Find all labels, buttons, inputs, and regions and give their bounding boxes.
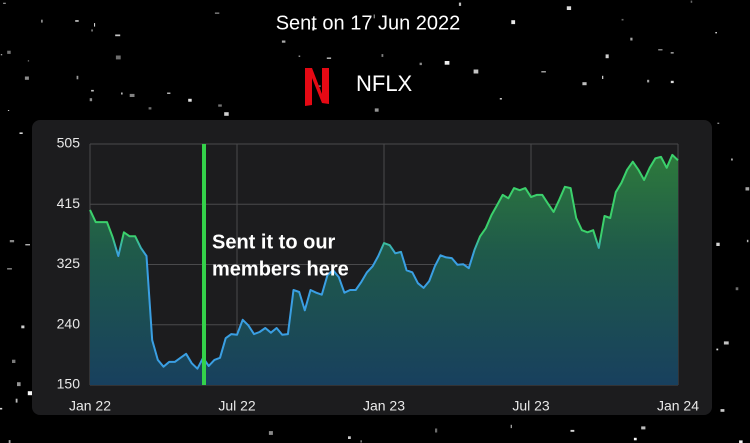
speck <box>115 34 121 37</box>
y-tick-label: 150 <box>57 376 81 392</box>
speck <box>89 98 93 102</box>
speck <box>9 240 15 243</box>
speck <box>148 107 152 110</box>
speck <box>499 98 502 100</box>
speck <box>731 158 733 161</box>
speck <box>75 20 79 22</box>
speck <box>17 382 21 387</box>
x-tick-label: Jan 23 <box>363 398 405 414</box>
speck <box>24 76 29 80</box>
speck <box>435 428 438 433</box>
x-tick-label: Jul 23 <box>512 398 550 414</box>
speck <box>348 436 351 439</box>
speck <box>739 440 743 443</box>
speck <box>326 57 332 59</box>
speck <box>419 62 422 66</box>
speck <box>444 61 450 65</box>
y-tick-label: 415 <box>57 195 81 211</box>
speck <box>12 359 16 363</box>
speck <box>473 69 479 74</box>
area <box>90 154 678 385</box>
plot: 150 240 325 415 505 Jan 22 Jul 22 Jan 23 Jul 23 J… <box>57 135 700 414</box>
speck <box>19 132 23 134</box>
speck <box>566 6 572 10</box>
x-tick-label: Jan 24 <box>657 398 699 414</box>
speck <box>0 54 3 56</box>
speck <box>298 55 301 57</box>
speck <box>3 2 6 4</box>
speck <box>41 19 43 23</box>
speck <box>723 341 729 345</box>
line <box>89 153 679 370</box>
speck <box>121 92 123 95</box>
speck <box>720 409 725 412</box>
speck <box>670 80 674 84</box>
speck <box>605 54 609 59</box>
speck <box>0 407 3 410</box>
speck <box>373 14 375 19</box>
speck <box>7 50 11 54</box>
ticker: NFLX <box>356 71 413 96</box>
speck <box>268 431 273 435</box>
speck <box>633 437 637 441</box>
speck <box>91 89 94 92</box>
y-tick-label: 505 <box>57 135 81 151</box>
speck <box>582 82 587 86</box>
speck <box>381 54 384 57</box>
speck <box>716 242 720 246</box>
speck <box>91 29 93 32</box>
x-tick-label: Jul 22 <box>218 398 256 414</box>
speck <box>115 55 121 60</box>
speck <box>15 398 18 403</box>
speck <box>641 426 646 430</box>
y-tick-label: 325 <box>57 255 81 271</box>
speck <box>21 325 25 329</box>
speck <box>510 424 512 429</box>
speck <box>27 391 33 396</box>
speck <box>94 23 96 27</box>
speck <box>458 2 462 6</box>
speck <box>360 440 362 443</box>
speck <box>735 287 739 291</box>
y-tick-label: 240 <box>57 315 81 331</box>
speck <box>8 440 11 443</box>
speck <box>76 75 79 80</box>
speck <box>214 12 220 14</box>
speck <box>746 239 749 243</box>
speck <box>511 20 516 25</box>
netflix-logo <box>305 68 329 106</box>
speck <box>25 244 30 246</box>
speck <box>670 52 674 54</box>
speck <box>621 18 624 21</box>
speck <box>630 37 633 41</box>
speck <box>374 108 379 112</box>
speck <box>7 268 12 270</box>
speck <box>717 122 720 124</box>
speck <box>312 27 315 31</box>
speck <box>7 110 10 111</box>
speck <box>167 92 171 94</box>
title: Sent on 17 Jun 2022 <box>276 12 461 34</box>
speck <box>716 348 719 351</box>
x-tick-label: Jan 22 <box>69 398 111 414</box>
speck <box>745 187 750 191</box>
annotation: members here <box>212 258 349 280</box>
speck <box>602 75 604 79</box>
speck <box>647 79 650 83</box>
speck <box>218 104 222 107</box>
speck <box>224 112 229 116</box>
speck <box>690 0 693 3</box>
speck <box>188 98 192 102</box>
speck <box>715 32 717 34</box>
speck <box>27 60 30 62</box>
speck <box>658 49 663 51</box>
speck <box>541 71 546 73</box>
speck <box>129 93 135 97</box>
annotation: Sent it to our <box>212 231 336 253</box>
speck <box>281 40 286 43</box>
speck <box>570 429 575 432</box>
